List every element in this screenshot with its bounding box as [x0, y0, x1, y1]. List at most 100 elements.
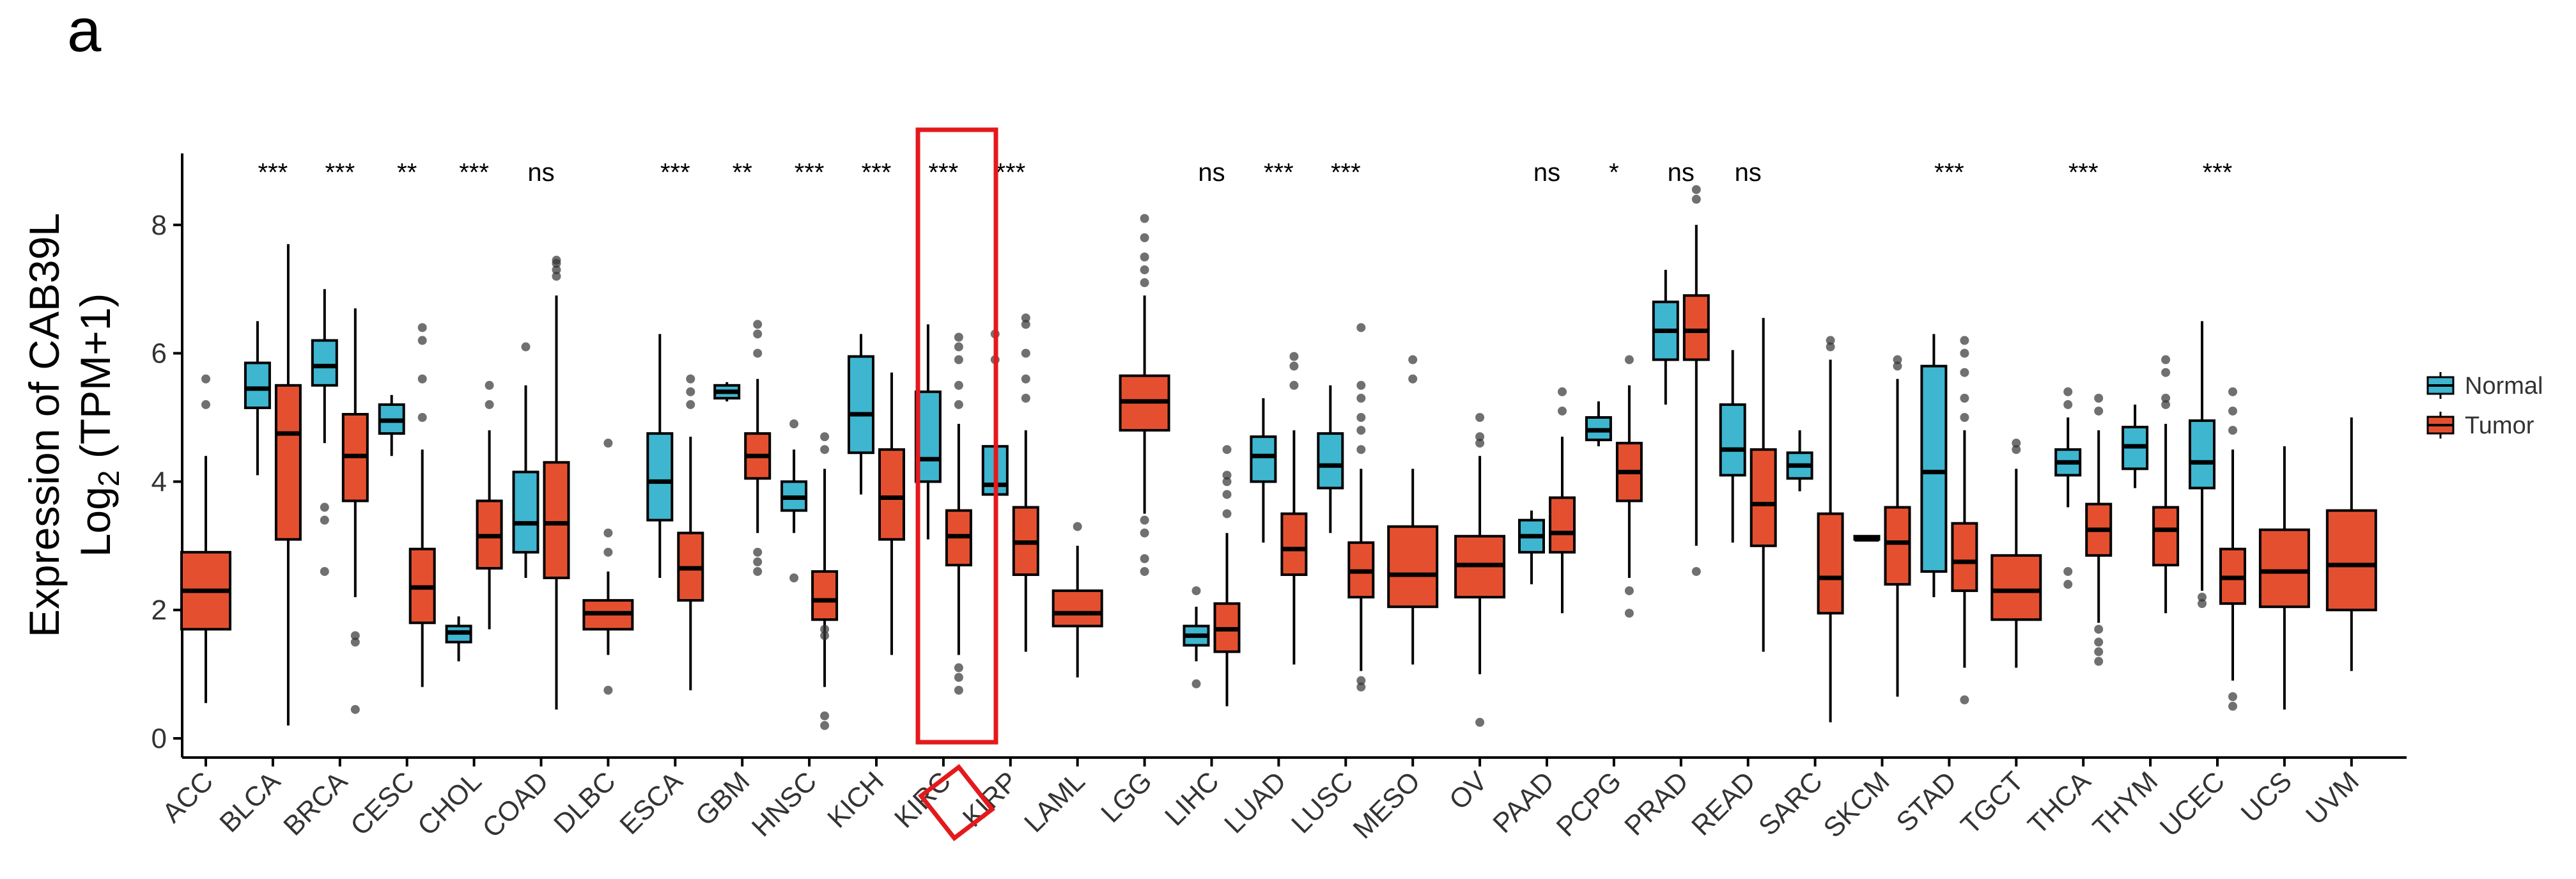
box-body	[1387, 525, 1439, 609]
outlier-point	[686, 400, 695, 409]
outlier-point	[954, 332, 963, 342]
x-tick-label-pcpg: PCPG	[1551, 766, 1627, 843]
outlier-point	[1222, 445, 1232, 455]
outlier-point	[2094, 393, 2104, 403]
y-axis-title-line2: Log2 (TPM+1)	[72, 293, 125, 557]
outlier-point	[1826, 342, 1835, 352]
outlier-point	[485, 380, 494, 390]
x-tick-label-esca: ESCA	[614, 766, 689, 841]
box-esca-normal	[646, 334, 674, 578]
box-body	[1920, 364, 1948, 573]
x-tick-label-thca: THCA	[2022, 766, 2097, 841]
outlier-point	[1475, 413, 1485, 422]
outlier-point	[417, 374, 427, 384]
outlier-point	[820, 445, 830, 455]
outlier-point	[1356, 413, 1366, 422]
outlier-point	[1558, 387, 1567, 396]
outlier-point	[1021, 320, 1030, 329]
outlier-point	[1408, 355, 1418, 364]
box-coad-normal	[512, 342, 539, 578]
outlier-point	[2063, 387, 2073, 396]
box-hnsc-tumor	[811, 432, 839, 730]
box-body	[1817, 512, 1844, 615]
box-body	[2189, 419, 2215, 490]
kirc-label-highlight	[918, 764, 995, 841]
outlier-point	[1140, 566, 1149, 576]
outlier-point	[1140, 515, 1149, 525]
box-uvm-tumor	[2325, 417, 2377, 671]
box-body	[878, 448, 905, 541]
box-thca-tumor	[2085, 393, 2113, 666]
box-laml-tumor	[1051, 522, 1103, 678]
box-body	[1884, 506, 1911, 586]
outlier-point	[320, 566, 329, 576]
outlier-point	[1475, 432, 1485, 442]
x-tick-label-lgg: LGG	[1096, 766, 1158, 828]
outlier-point	[820, 711, 830, 720]
significance-lusc: ***	[1331, 159, 1361, 187]
outlier-point	[1960, 393, 1969, 403]
outlier-point	[1893, 361, 1902, 371]
box-coad-tumor	[543, 256, 570, 710]
outlier-point	[2198, 593, 2207, 602]
box-body	[1951, 522, 1978, 593]
box-ov-tumor	[1454, 413, 1506, 727]
outlier-point	[552, 265, 561, 275]
box-read-normal	[1719, 350, 1746, 543]
outlier-point	[1691, 566, 1701, 576]
outlier-point	[1893, 355, 1902, 364]
box-lihc-tumor	[1213, 445, 1241, 706]
box-thca-normal	[2054, 387, 2082, 589]
legend-item-normal: Normal	[2426, 372, 2543, 400]
x-tick-label-gbm: GBM	[690, 766, 756, 832]
box-body	[1317, 432, 1344, 490]
outlier-point	[954, 663, 963, 673]
box-acc-tumor	[180, 374, 231, 703]
outlier-point	[1140, 265, 1149, 275]
significance-chol: ***	[459, 159, 489, 187]
outlier-point	[954, 355, 963, 364]
significance-gbm: **	[733, 159, 752, 187]
significance-kich: ***	[862, 159, 892, 187]
box-blca-tumor	[274, 244, 302, 726]
outlier-point	[1960, 336, 1969, 345]
outlier-point	[2094, 625, 2104, 634]
box-lusc-tumor	[1347, 323, 1375, 692]
significance-lihc: ns	[1198, 159, 1225, 187]
outlier-point	[1073, 522, 1082, 531]
outlier-point	[2012, 439, 2021, 448]
x-tick-label-hnsc: HNSC	[746, 766, 823, 843]
x-tick-label-read: READ	[1686, 766, 1761, 841]
outlier-point	[1222, 477, 1232, 486]
box-skcm-normal	[1853, 534, 1881, 542]
box-ucec-normal	[2189, 321, 2215, 609]
x-tick-label-lihc: LIHC	[1159, 766, 1225, 832]
y-ticks: 0 2 4 6 8	[151, 210, 182, 754]
outlier-point	[1191, 586, 1201, 596]
outlier-point	[485, 400, 494, 409]
outlier-point	[521, 342, 531, 352]
outlier-point	[350, 631, 360, 641]
outlier-point	[1222, 490, 1232, 499]
outlier-point	[1475, 717, 1485, 727]
outlier-point	[686, 387, 695, 396]
box-kich-normal	[848, 334, 874, 495]
box-hnsc-normal	[780, 419, 808, 582]
outlier-point	[2094, 637, 2104, 647]
box-kirc-tumor	[945, 332, 972, 695]
outlier-point	[2228, 692, 2237, 701]
box-prad-normal	[1652, 270, 1679, 405]
outlier-point	[2161, 355, 2171, 364]
x-tick-label-paad: PAAD	[1487, 766, 1560, 839]
x-tick-label-meso: MESO	[1347, 766, 1426, 844]
outlier-point	[954, 380, 963, 390]
kirc-highlight-box	[915, 127, 998, 745]
outlier-point	[753, 566, 763, 576]
outlier-point	[1624, 609, 1634, 618]
outlier-point	[820, 432, 830, 442]
outlier-point	[1826, 336, 1835, 345]
significance-luad: ***	[1264, 159, 1294, 187]
box-ucec-tumor	[2219, 387, 2246, 711]
box-body	[2152, 506, 2180, 566]
